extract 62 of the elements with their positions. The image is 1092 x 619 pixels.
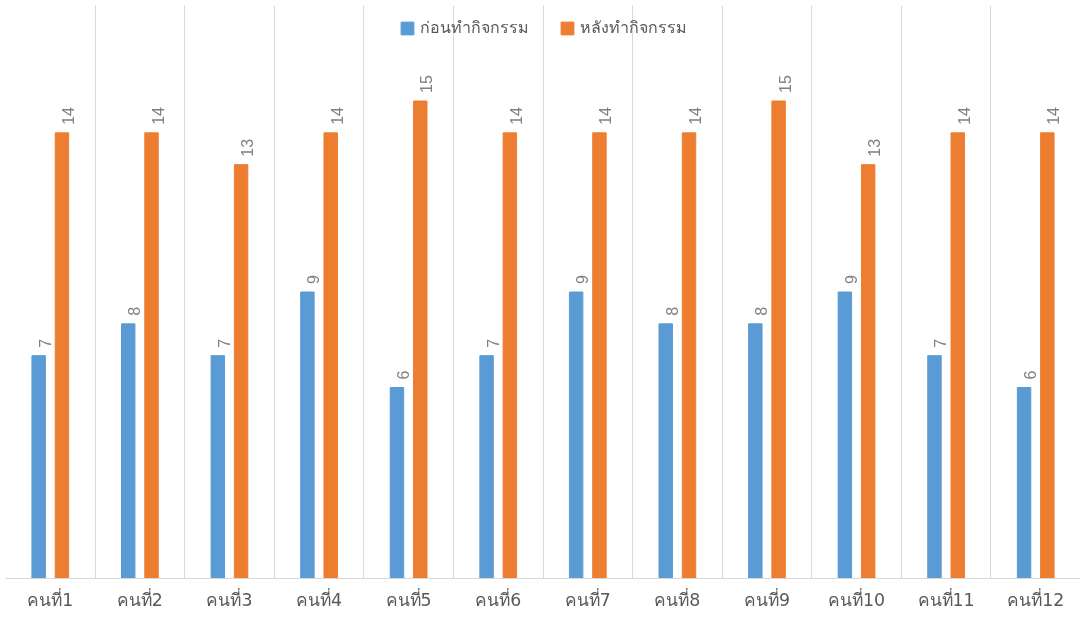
data-label: 8 (753, 306, 771, 316)
x-tick-label: คนที่1 (27, 587, 74, 610)
bar (837, 291, 853, 579)
bar (479, 355, 494, 579)
bar (233, 164, 249, 579)
bar (592, 132, 607, 579)
data-label: 9 (842, 275, 860, 284)
bar (144, 132, 159, 579)
data-label: 6 (394, 370, 412, 380)
data-label: 15 (776, 75, 794, 93)
data-label: 7 (484, 338, 502, 348)
x-tick-label: คนที่2 (116, 587, 163, 610)
bar (927, 355, 942, 579)
data-label: 14 (149, 106, 167, 125)
x-tick-label: คนที่7 (564, 587, 611, 610)
data-label: 14 (597, 106, 615, 125)
data-label: 14 (687, 106, 705, 125)
data-label: 15 (418, 75, 436, 93)
bar (323, 132, 338, 579)
bar (300, 291, 315, 579)
data-label: 14 (1045, 106, 1063, 125)
data-label: 7 (932, 338, 950, 348)
bar (502, 132, 518, 579)
x-tick-label: คนที่6 (475, 587, 522, 610)
data-label: 8 (663, 306, 681, 316)
x-tick-label: คนที่12 (1007, 587, 1065, 610)
x-tick-label: คนที่5 (385, 587, 432, 610)
bar (389, 387, 405, 579)
legend-label: ก่อนทำกิจกรรม (419, 18, 529, 38)
x-tick-label: คนที่9 (743, 587, 790, 610)
bar (658, 323, 673, 579)
data-label: 14 (328, 106, 346, 125)
bar (950, 132, 965, 579)
data-label: 13 (239, 138, 257, 157)
data-label: 6 (1022, 370, 1040, 380)
x-tick-label: คนที่8 (654, 587, 701, 610)
data-label: 14 (59, 106, 77, 125)
bar (54, 132, 70, 579)
bar (1040, 132, 1055, 579)
data-label: 7 (36, 338, 54, 348)
bar (121, 323, 136, 579)
bar (1016, 387, 1032, 579)
bar (771, 100, 786, 579)
bar (748, 323, 763, 579)
data-label: 13 (866, 138, 884, 157)
data-label: 14 (507, 106, 525, 125)
legend-label: หลังทำกิจกรรม (579, 18, 687, 38)
bar (31, 355, 46, 579)
x-tick-label: คนที่11 (917, 587, 975, 610)
bar (568, 291, 584, 579)
data-label: 9 (305, 275, 323, 284)
x-tick-label: คนที่10 (828, 587, 886, 610)
data-label: 7 (215, 338, 233, 348)
data-label: 8 (126, 306, 144, 316)
bar (413, 100, 428, 579)
x-tick-label: คนที่4 (296, 587, 343, 610)
x-tick-label: คนที่3 (206, 587, 253, 610)
data-label: 9 (574, 275, 592, 284)
data-label: 14 (955, 106, 973, 125)
bar (681, 132, 697, 579)
bar (210, 355, 226, 579)
bar (860, 164, 876, 579)
